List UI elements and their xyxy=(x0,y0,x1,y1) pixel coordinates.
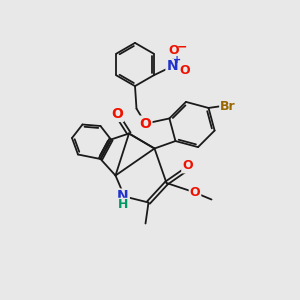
Text: O: O xyxy=(169,44,179,57)
Text: Br: Br xyxy=(220,100,236,113)
Text: O: O xyxy=(190,185,200,199)
Text: O: O xyxy=(140,117,152,130)
Text: +: + xyxy=(173,55,181,65)
Text: N: N xyxy=(167,59,178,73)
Text: O: O xyxy=(111,107,123,121)
Text: −: − xyxy=(177,40,188,54)
Text: O: O xyxy=(182,159,193,172)
Text: O: O xyxy=(180,64,190,77)
Text: H: H xyxy=(118,198,128,212)
Text: N: N xyxy=(117,190,129,203)
